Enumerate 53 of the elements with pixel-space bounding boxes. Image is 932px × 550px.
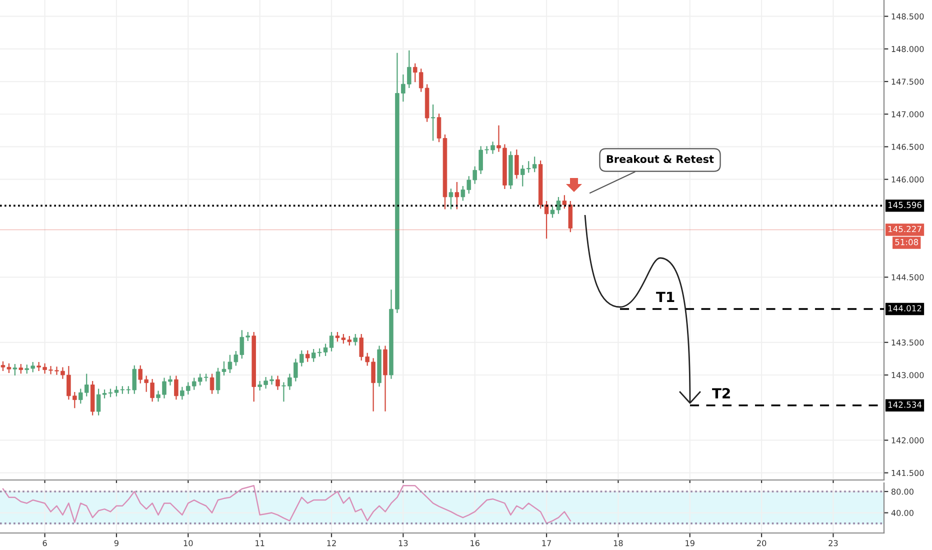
ref-line-label: 142.534 — [888, 402, 922, 408]
candlestick — [174, 376, 178, 400]
candlestick — [276, 376, 280, 390]
y-tick-label: 144.500 — [892, 274, 924, 280]
x-tick-label: 17 — [542, 540, 551, 546]
annotation: T1 — [656, 292, 674, 302]
y-tick-label: 143.000 — [892, 372, 924, 378]
candlestick — [508, 151, 513, 190]
candlestick — [12, 364, 18, 376]
x-tick-label: 23 — [828, 540, 838, 546]
y-tick-label: 147.000 — [892, 111, 924, 118]
y-tick-label: 147.500 — [892, 78, 924, 85]
candlestick — [383, 346, 388, 412]
y-tick-label: 142.000 — [892, 437, 924, 444]
annotation: Breakout & Retest — [606, 154, 714, 164]
candlestick — [436, 114, 442, 142]
x-tick-label: 10 — [184, 540, 193, 546]
candlestick — [454, 182, 460, 210]
y-tick-label: 141.500 — [892, 470, 924, 476]
annotation: T2 — [712, 388, 730, 398]
candlestick — [210, 374, 214, 394]
x-tick-label: 19 — [686, 540, 694, 546]
x-tick-label: 18 — [614, 540, 623, 546]
y-tick-label: 148.500 — [892, 13, 924, 20]
candlestick — [448, 188, 454, 210]
x-tick-label: 16 — [470, 540, 480, 546]
text: 51:08 — [895, 238, 918, 246]
y-tick-label: 40.00 — [891, 510, 914, 516]
y-tick-label: 146.000 — [892, 176, 924, 183]
ref-line-label: 145.227 — [888, 226, 922, 232]
y-tick-label: 80.00 — [891, 488, 914, 495]
x-tick-label: 6 — [42, 540, 47, 546]
candlestick — [430, 104, 436, 141]
candlestick — [353, 334, 358, 346]
ref-line-label: 144.012 — [888, 305, 922, 312]
ref-line-label: 145.596 — [888, 202, 922, 208]
candlestick — [377, 346, 382, 387]
candlestick — [514, 149, 519, 179]
x-tick-label: 20 — [757, 540, 766, 546]
y-tick-label: 143.500 — [892, 339, 924, 346]
candlestick — [442, 134, 448, 210]
y-tick-label: 146.500 — [892, 144, 924, 150]
y-tick-label: 148.000 — [892, 46, 924, 52]
x-tick-label: 9 — [114, 540, 118, 546]
candlestick — [252, 332, 256, 402]
candlestick — [216, 368, 220, 394]
candlestick — [305, 350, 310, 362]
candlestick — [18, 364, 24, 374]
x-tick-label: 12 — [327, 540, 336, 546]
candlestick — [90, 380, 95, 416]
line-series — [2, 485, 572, 524]
x-tick-label: 11 — [256, 540, 264, 546]
x-tick-label: 13 — [398, 540, 408, 546]
